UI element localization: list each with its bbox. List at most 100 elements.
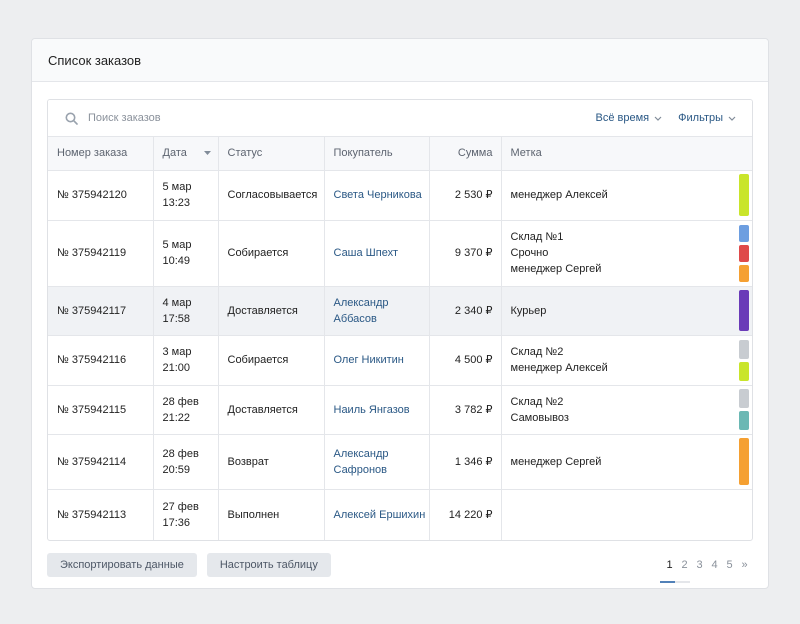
date-line: 28 фев: [162, 447, 199, 460]
period-dropdown[interactable]: Всё время: [596, 112, 663, 124]
col-status[interactable]: Статус: [218, 137, 325, 171]
order-sum: 3 782 ₽: [429, 385, 502, 435]
tag-color-marker: [739, 264, 749, 282]
tag-color-marker: [739, 290, 749, 331]
order-status: Выполнен: [218, 489, 325, 540]
order-status: Собирается: [218, 335, 325, 386]
tags-line: Склад №1: [510, 231, 564, 243]
col-date[interactable]: Дата: [153, 137, 219, 171]
order-date: 5 мар 13:23: [153, 170, 219, 221]
table-footer: Экспортировать данные Настроить таблицу …: [47, 553, 752, 583]
order-number[interactable]: № 375942114: [48, 434, 154, 490]
order-number[interactable]: № 375942120: [48, 170, 154, 221]
buyer-line: Аббасов: [333, 312, 377, 325]
page-link-3[interactable]: 3: [696, 559, 703, 571]
tag-color-marker: [739, 339, 749, 359]
order-date: 27 фев 17:36: [153, 489, 219, 540]
buyer-line: Сафронов: [333, 463, 388, 476]
order-sum: 1 346 ₽: [429, 434, 502, 490]
order-number[interactable]: № 375942117: [48, 286, 154, 336]
buyer-line: Наиль Янгазов: [333, 403, 410, 416]
order-status: Доставляется: [218, 385, 325, 435]
buyer-link[interactable]: Алексей Ершихин: [324, 489, 430, 540]
tags-line: менеджер Алексей: [510, 189, 608, 201]
tag-color-marker: [739, 244, 749, 262]
search-input[interactable]: [88, 112, 596, 124]
orders-panel: Всё время Фильтры Номер заказа Дата: [47, 99, 753, 541]
tag-color-marker: [739, 411, 749, 430]
col-tag[interactable]: Метка: [501, 137, 752, 171]
page-link-1[interactable]: 1: [666, 559, 673, 571]
order-tags: менеджер Алексей: [501, 170, 752, 221]
date-line: 5 мар: [162, 239, 192, 251]
page-link-5[interactable]: 5: [726, 559, 733, 571]
order-date: 4 мар 17:58: [153, 286, 219, 336]
tag-color-marker: [739, 224, 749, 242]
tags-line: менеджер Сергей: [510, 263, 602, 275]
col-order[interactable]: Номер заказа: [48, 137, 154, 171]
buyer-link[interactable]: Саша Шпехт: [324, 220, 430, 287]
next-page-link[interactable]: »: [741, 559, 748, 571]
tags-line: менеджер Алексей: [510, 362, 608, 374]
order-date: 5 мар 10:49: [153, 220, 219, 287]
order-date: 3 мар 21:00: [153, 335, 219, 386]
chevron-down-icon: [728, 116, 736, 121]
orders-card: Список заказов Всё время Фильтры: [31, 38, 769, 589]
date-line: 10:49: [162, 255, 191, 267]
date-line: 27 фев: [162, 500, 199, 513]
col-buyer[interactable]: Покупатель: [324, 137, 430, 171]
date-line: 13:23: [162, 197, 191, 209]
tag-color-marker: [739, 389, 749, 408]
buyer-link[interactable]: Света Черникова: [324, 170, 430, 221]
orders-table: Номер заказа Дата Статус Покупатель Сумм…: [48, 137, 752, 540]
order-tags: [501, 489, 752, 540]
buyer-line: Света Черникова: [333, 189, 422, 201]
date-line: 20:59: [162, 463, 191, 476]
configure-table-button[interactable]: Настроить таблицу: [206, 553, 331, 577]
date-line: 21:22: [162, 411, 191, 424]
buyer-link[interactable]: Александр Сафронов: [324, 434, 430, 490]
card-header: Список заказов: [32, 39, 768, 82]
page-link-2[interactable]: 2: [681, 559, 688, 571]
table-row[interactable]: № 375942115 28 фев 21:22 Доставляется Наиль …: [48, 385, 752, 435]
order-number[interactable]: № 375942113: [48, 489, 154, 540]
table-row[interactable]: № 375942116 3 мар 21:00 Собирается Олег Ники…: [48, 335, 752, 386]
buyer-link[interactable]: Олег Никитин: [324, 335, 430, 386]
buyer-line: Олег Никитин: [333, 354, 404, 366]
buyer-line: Александр: [333, 296, 389, 309]
order-number[interactable]: № 375942119: [48, 220, 154, 287]
date-line: 3 мар: [162, 346, 192, 358]
table-row[interactable]: № 375942113 27 фев 17:36 Выполнен Алексей Ер…: [48, 489, 752, 540]
export-button[interactable]: Экспортировать данные: [47, 553, 197, 577]
page-link-4[interactable]: 4: [711, 559, 718, 571]
order-number[interactable]: № 375942116: [48, 335, 154, 386]
sort-down-icon: [203, 151, 211, 156]
date-line: 5 мар: [162, 181, 192, 193]
date-line: 21:00: [162, 362, 191, 374]
order-tags: Склад №2 менеджер Алексей: [501, 335, 752, 386]
table-row[interactable]: № 375942117 4 мар 17:58 Доставляется Алексан…: [48, 286, 752, 336]
search-bar: Всё время Фильтры: [48, 100, 752, 137]
tags-line: Срочно: [510, 247, 549, 259]
table-row[interactable]: № 375942119 5 мар 10:49 Собирается Саша Шпех…: [48, 220, 752, 287]
tag-color-marker: [739, 361, 749, 381]
buyer-link[interactable]: Наиль Янгазов: [324, 385, 430, 435]
filters-dropdown[interactable]: Фильтры: [678, 112, 736, 124]
order-date: 28 фев 21:22: [153, 385, 219, 435]
order-status: Возврат: [218, 434, 325, 490]
buyer-link[interactable]: Александр Аббасов: [324, 286, 430, 336]
order-sum: 2 340 ₽: [429, 286, 502, 336]
tags-line: менеджер Сергей: [510, 455, 602, 468]
filters-label: Фильтры: [678, 112, 723, 124]
col-sum[interactable]: Сумма: [429, 137, 502, 171]
order-number[interactable]: № 375942115: [48, 385, 154, 435]
chevron-down-icon: [654, 116, 662, 121]
date-line: 28 фев: [162, 395, 199, 408]
table-header-row: Номер заказа Дата Статус Покупатель Сумм…: [48, 137, 752, 171]
order-date: 28 фев 20:59: [153, 434, 219, 490]
table-row[interactable]: № 375942120 5 мар 13:23 Согласовывается Свет…: [48, 170, 752, 221]
order-tags: Склад №1 Срочно менеджер Сергей: [501, 220, 752, 287]
tags-line: Самовывоз: [510, 411, 569, 424]
date-line: 4 мар: [162, 296, 192, 309]
table-row[interactable]: № 375942114 28 фев 20:59 Возврат Александр Са…: [48, 434, 752, 490]
